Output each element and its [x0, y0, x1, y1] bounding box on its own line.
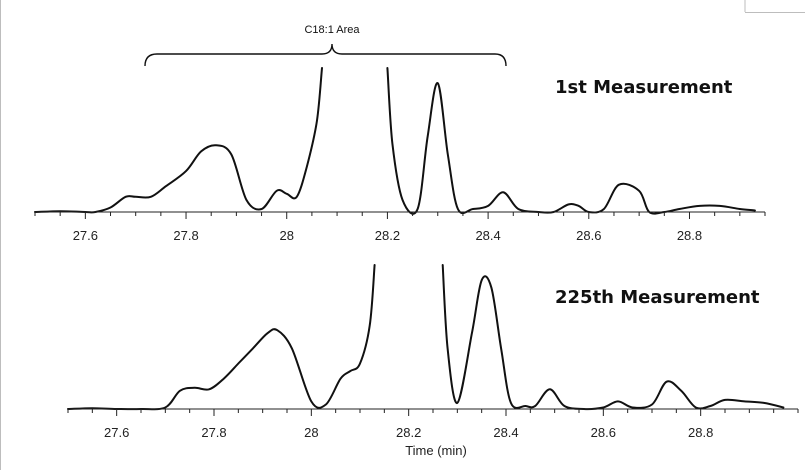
c18-1-area-label: C18:1 Area [304, 24, 360, 36]
panel-225th-measurement: 27.6 27.8 28 28.2 28.4 28.6 28.8 225th Measure… [67, 264, 799, 458]
x-tick-label: 28.4 [475, 228, 500, 243]
x-ticks-bottom: 27.6 27.8 28 28.2 28.4 28.6 28.8 [67, 409, 799, 440]
x-tick-label: 28.2 [375, 228, 400, 243]
x-tick-label: 28 [279, 228, 293, 243]
x-tick-label: 27.8 [201, 425, 226, 440]
panel-1st-measurement: 27.6 27.8 28 28.2 28.4 28.6 28.8 1st Measureme… [34, 67, 766, 243]
x-tick-label: 28.6 [591, 425, 616, 440]
x-tick-label: 27.6 [73, 228, 98, 243]
x-tick-label: 28.2 [396, 425, 421, 440]
x-tick-label: 27.8 [173, 228, 198, 243]
x-tick-label: 28.4 [493, 425, 518, 440]
x-tick-label: 28.6 [576, 228, 601, 243]
label-225th-measurement: 225th Measurement [555, 287, 760, 308]
x-tick-label: 28.8 [677, 228, 702, 243]
x-tick-label: 28.8 [688, 425, 713, 440]
x-ticks-top: 27.6 27.8 28 28.2 28.4 28.6 28.8 [34, 212, 766, 243]
label-1st-measurement: 1st Measurement [555, 77, 733, 98]
x-axis-title: Time (min) [405, 443, 467, 458]
x-tick-label: 28 [304, 425, 318, 440]
x-tick-label: 27.6 [104, 425, 129, 440]
c18-1-area-brace: C18:1 Area [144, 24, 507, 67]
brace-shape [144, 43, 507, 67]
